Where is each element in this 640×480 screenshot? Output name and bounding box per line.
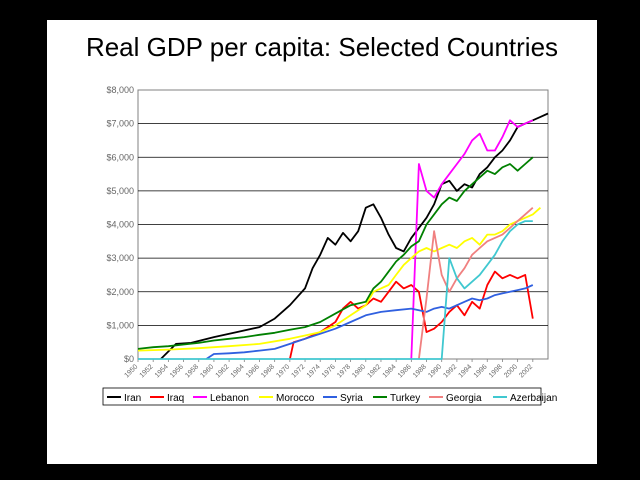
legend-label-lebanon: Lebanon bbox=[210, 393, 249, 404]
x-tick-label: 2002 bbox=[518, 363, 534, 379]
y-tick-label: $6,000 bbox=[106, 152, 134, 162]
y-tick-label: $1,000 bbox=[106, 320, 134, 330]
x-tick-label: 1964 bbox=[230, 363, 246, 379]
x-tick-label: 1998 bbox=[488, 363, 504, 379]
x-tick-label: 1976 bbox=[321, 363, 337, 379]
x-tick-label: 1970 bbox=[275, 363, 291, 379]
y-tick-label: $2,000 bbox=[106, 287, 134, 297]
x-tick-label: 1978 bbox=[336, 363, 352, 379]
y-tick-label: $3,000 bbox=[106, 253, 134, 263]
x-tick-label: 1952 bbox=[139, 363, 155, 379]
x-tick-label: 1974 bbox=[306, 363, 322, 379]
legend-label-morocco: Morocco bbox=[276, 393, 315, 404]
x-tick-label: 1982 bbox=[366, 363, 382, 379]
x-tick-label: 1984 bbox=[382, 363, 398, 379]
series-line-iran bbox=[160, 112, 549, 360]
series-line-georgia bbox=[418, 207, 534, 360]
legend-label-turkey: Turkey bbox=[390, 393, 420, 404]
gdp-line-chart: $0 $1,000 $2,000 $3,000 $4,000 $5,000 $6,000 $7… bbox=[102, 85, 557, 406]
y-tick-label: $0 bbox=[124, 354, 134, 364]
x-tick-label: 1966 bbox=[245, 363, 261, 379]
x-tick-label: 1956 bbox=[169, 363, 185, 379]
x-tick-label: 1972 bbox=[290, 363, 306, 379]
legend-label-georgia: Georgia bbox=[446, 393, 482, 404]
legend: Iran Iraq Lebanon Morocco Syria Turkey Georgia… bbox=[102, 387, 557, 406]
x-tick-label: 1954 bbox=[154, 363, 170, 379]
slide-title: Real GDP per capita: Selected Countries bbox=[85, 32, 559, 62]
legend-label-azerbaijan: Azerbaijan bbox=[510, 393, 557, 404]
x-tick-label: 1960 bbox=[199, 363, 215, 379]
x-tick-label: 1988 bbox=[412, 363, 428, 379]
legend-box bbox=[102, 387, 542, 406]
series-line-syria bbox=[205, 284, 534, 360]
x-tick-label: 1996 bbox=[473, 363, 489, 379]
series-line-azerbaijan bbox=[138, 220, 533, 360]
x-tick-label: 1950 bbox=[123, 363, 139, 379]
gridlines bbox=[138, 123, 548, 326]
x-tick-label: 1990 bbox=[427, 363, 443, 379]
y-tick-label: $7,000 bbox=[106, 119, 134, 129]
legend-label-iran: Iran bbox=[124, 393, 141, 404]
y-tick-label: $8,000 bbox=[106, 85, 134, 95]
x-axis-tick-labels: 1950 1952 1954 1956 1958 1960 1962 1964 1966 1968… bbox=[123, 359, 534, 379]
x-tick-label: 1994 bbox=[458, 363, 474, 379]
y-axis-tick-labels: $0 $1,000 $2,000 $3,000 $4,000 $5,000 $6,000 $7… bbox=[106, 85, 134, 364]
x-tick-label: 2000 bbox=[503, 363, 519, 379]
x-tick-label: 1992 bbox=[442, 363, 458, 379]
legend-label-iraq: Iraq bbox=[167, 393, 184, 404]
x-tick-label: 1986 bbox=[397, 363, 413, 379]
x-tick-label: 1980 bbox=[351, 363, 367, 379]
y-tick-label: $4,000 bbox=[106, 220, 134, 230]
series-lines bbox=[137, 112, 549, 360]
slide: Real GDP per capita: Selected Countries … bbox=[47, 20, 597, 464]
series-line-lebanon bbox=[410, 119, 534, 360]
y-tick-label: $5,000 bbox=[106, 186, 134, 196]
series-line-turkey bbox=[137, 156, 534, 350]
x-tick-label: 1962 bbox=[215, 363, 231, 379]
legend-label-syria: Syria bbox=[340, 393, 363, 404]
x-tick-label: 1958 bbox=[184, 363, 200, 379]
series-line-morocco bbox=[137, 207, 541, 352]
x-tick-label: 1968 bbox=[260, 363, 276, 379]
